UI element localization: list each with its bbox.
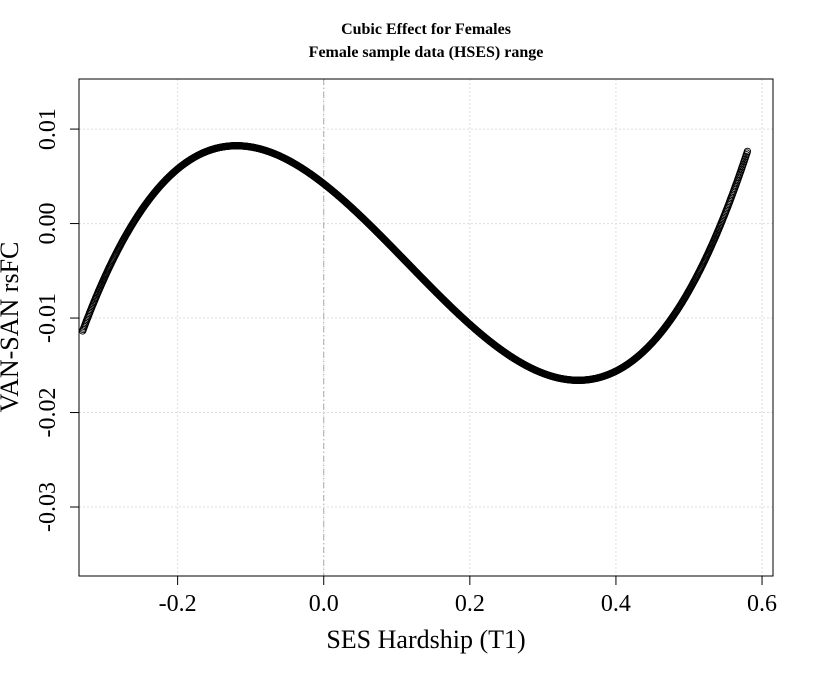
y-tick-label: 0.01 [35, 108, 61, 150]
x-tick-label: 0.6 [747, 591, 777, 617]
x-tick-label: 0.0 [309, 591, 339, 617]
chart-subtitle: Female sample data (HSES) range [309, 44, 544, 61]
x-axis: -0.2 0.0 0.2 0.4 0.6 [159, 575, 777, 617]
x-axis-label: SES Hardship (T1) [326, 625, 525, 654]
y-tick-label: 0.00 [35, 203, 61, 245]
data-points [79, 142, 752, 384]
y-tick-label: -0.02 [35, 388, 61, 438]
data-point [743, 147, 752, 156]
y-axis-label: VAN-SAN rsFC [0, 242, 24, 413]
y-axis: -0.03 -0.02 -0.01 0.00 0.01 [35, 108, 80, 532]
x-tick-label: 0.4 [601, 591, 631, 617]
x-tick-label: 0.2 [455, 591, 485, 617]
y-tick-label: -0.03 [35, 482, 61, 532]
chart-title: Cubic Effect for Females [341, 21, 511, 38]
x-tick-label: -0.2 [159, 591, 197, 617]
y-tick-label: -0.01 [35, 293, 61, 343]
